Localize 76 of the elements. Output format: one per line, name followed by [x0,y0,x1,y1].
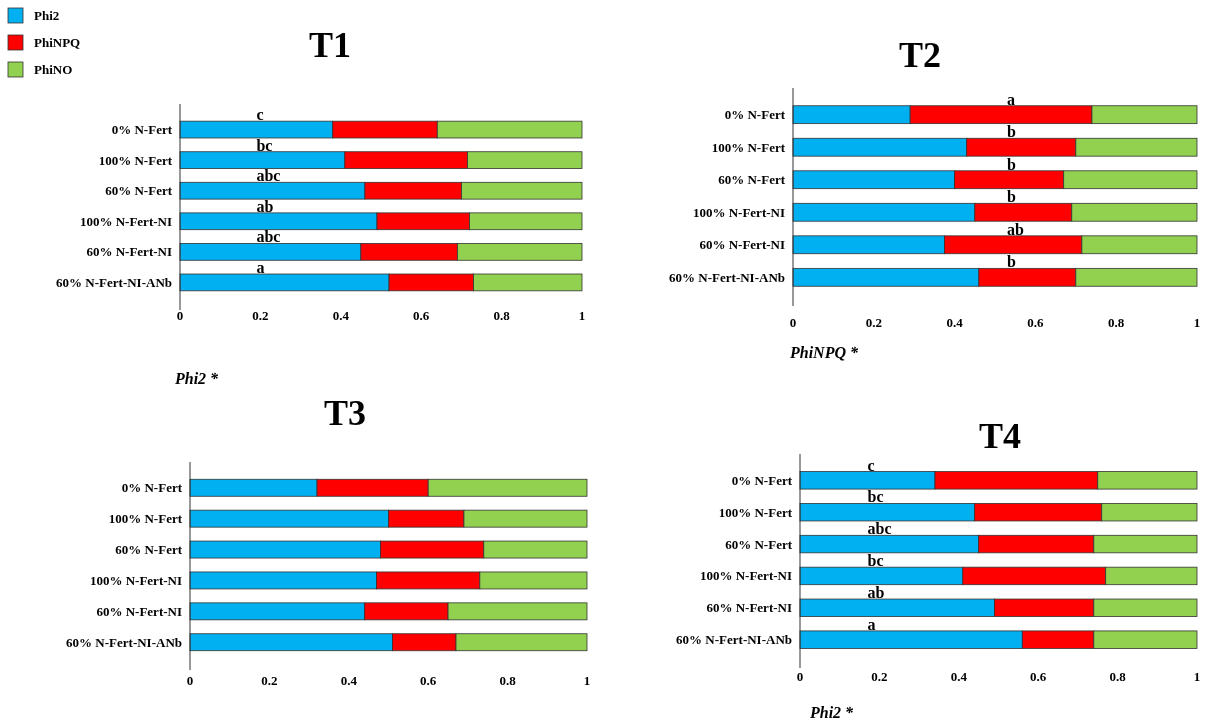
x-tick-label: 0 [789,315,797,330]
x-tick-label: 1 [578,308,586,323]
y-tick-label: 60% N-Fert [105,183,173,199]
y-tick-label: 100% N-Fert-NI [79,213,172,229]
y-tick-label: 0% N-Fert [731,472,793,488]
y-tick-label: 60% N-Fert [725,536,793,552]
y-tick-label: 0% N-Fert [724,107,786,123]
y-tick-label: 100% N-Fert-NI [699,568,792,584]
chart-title: T4 [978,416,1022,456]
annotation: bc [867,488,884,506]
x-tick-label: 0.8 [1109,669,1127,684]
annotation: a [867,615,876,633]
y-tick-label: 0% N-Fert [111,122,173,138]
annotation: bc [256,136,273,154]
x-tick-label: 0.2 [252,308,269,323]
annotation: a [256,259,265,277]
x-tick-label: 0.6 [1027,315,1045,330]
x-tick-label: 0.6 [1030,669,1047,684]
annotation: c [256,106,264,124]
x-tick-label: 1 [1193,669,1201,684]
annotation: a [1007,90,1016,108]
x-axis-title: Phi2 * [809,704,855,721]
y-tick-label: 100% N-Fert-NI [692,204,785,220]
y-tick-label: 60% N-Fert [115,542,183,558]
annotation: ab [256,197,274,215]
y-tick-label: 100% N-Fert [711,139,786,155]
annotation: c [867,456,875,474]
y-tick-label: 100% N-Fert [108,511,183,527]
annotation: ab [867,584,885,602]
x-tick-label: 0.8 [1108,315,1125,330]
y-tick-label: 60% N-Fert-NI [86,244,172,260]
y-tick-label: 0% N-Fert [121,480,183,496]
y-tick-label: 60% N-Fert-NI-ANb [66,634,182,650]
x-tick-label: 0.4 [946,315,964,330]
x-tick-label: 0.2 [261,673,278,688]
annotation: ab [1007,220,1025,238]
legend-label: PhiNO [34,62,73,77]
x-tick-label: 1 [1193,315,1201,330]
y-tick-label: 60% N-Fert-NI [699,237,785,253]
x-tick-label: 0.4 [950,669,968,684]
annotation: abc [256,228,281,246]
y-tick-label: 100% N-Fert [98,152,173,168]
annotation: bc [867,552,884,570]
x-tick-label: 0.4 [332,308,350,323]
x-tick-label: 0.8 [499,673,517,688]
x-tick-label: 0.2 [865,315,882,330]
x-tick-label: 0 [186,673,194,688]
y-tick-label: 100% N-Fert-NI [89,573,182,588]
chart-title: T3 [323,393,367,433]
annotation: b [1007,188,1017,206]
x-tick-label: 0 [796,669,804,684]
x-tick-label: 1 [583,673,591,688]
annotation: abc [256,167,281,185]
legend-label: PhiNPQ [34,35,81,50]
x-axis-title: PhiNPQ * [789,344,859,361]
chart-title: T2 [898,35,942,75]
annotation: b [1007,253,1017,271]
x-tick-label: 0 [176,308,184,323]
x-tick-label: 0.8 [493,308,511,323]
x-tick-label: 0.6 [413,308,430,323]
y-tick-label: 60% N-Fert-NI-ANb [676,632,792,648]
legend-label: Phi2 [34,8,60,23]
x-tick-label: 0.2 [871,669,888,684]
annotation: b [1007,123,1017,141]
y-tick-label: 60% N-Fert-NI-ANb [56,274,172,290]
y-tick-label: 60% N-Fert-NI [96,603,182,619]
annotation: b [1007,155,1017,173]
x-tick-label: 0.4 [340,673,358,688]
x-tick-label: 0.6 [420,673,437,688]
y-tick-label: 60% N-Fert-NI [706,600,792,616]
y-tick-label: 100% N-Fert [718,504,793,520]
y-tick-label: 60% N-Fert-NI-ANb [669,269,785,285]
annotation: abc [867,520,892,538]
x-axis-title: Phi2 * [174,370,220,387]
y-tick-label: 60% N-Fert [718,172,786,188]
chart-title: T1 [308,25,352,65]
